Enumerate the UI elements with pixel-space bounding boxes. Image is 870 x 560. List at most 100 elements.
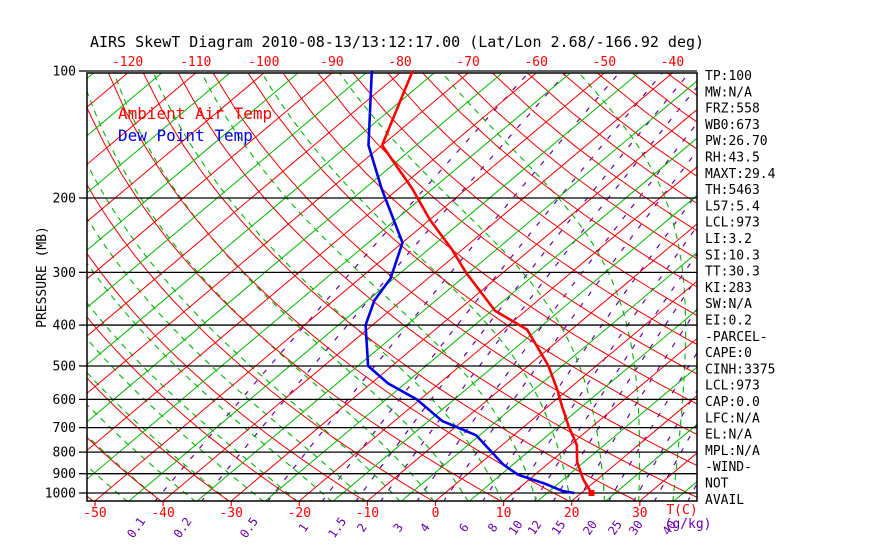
- stats-line: TP:100: [705, 69, 752, 84]
- isotherm-line-5c: [87, 73, 299, 251]
- mixing-ratio-label: 4: [417, 521, 433, 535]
- mixing-ratio-label: 1: [296, 521, 312, 535]
- bottom-temp-label: 20: [564, 506, 580, 521]
- isotherm-line-5c: [87, 73, 367, 309]
- moist-adiabat-line: [87, 262, 333, 501]
- isotherm-line-10c: [87, 73, 401, 337]
- moist-adiabat-line: [441, 73, 641, 501]
- bottom-temp-label: 0: [432, 506, 440, 521]
- mixing-ratio-labels: 0.1 0.2 0.5 1 1.5 2 3 4 6 8 10 12 15 20 25 30 40: [124, 515, 679, 541]
- bottom-temp-label: -30: [219, 506, 242, 521]
- dry-adiabat-line: [456, 73, 697, 260]
- stats-line: PW:26.70: [705, 134, 768, 149]
- stats-line: MAXT:29.4: [705, 167, 776, 182]
- top-temp-label: -90: [320, 55, 343, 70]
- legend-ambient-air-temp: Ambient Air Temp: [118, 104, 272, 123]
- stats-line: CAP:0.0: [705, 395, 760, 410]
- isotherm-line-10c: [94, 73, 605, 501]
- mixing-ratio-line: [154, 73, 530, 501]
- stats-line: TH:5463: [705, 183, 760, 198]
- axis-ticks: [79, 70, 641, 506]
- dry-adiabat-line: [177, 73, 697, 498]
- dry-adiabat-line: [282, 73, 697, 405]
- isotherm-line-5c: [87, 73, 435, 366]
- stats-line: CINH:3375: [705, 362, 775, 377]
- chart-title: AIRS SkewT Diagram 2010-08-13/13:12:17.0…: [90, 33, 704, 51]
- moist-adiabat-line: [87, 337, 264, 501]
- mixing-ratio-label: 8: [485, 521, 501, 535]
- moist-adiabat-line: [87, 217, 367, 501]
- mixing-ratio-label: 20: [580, 518, 600, 538]
- isotherm-line-5c: [87, 73, 503, 423]
- isotherm-line-10c: [230, 108, 697, 501]
- dry-adiabat-line: [87, 377, 230, 501]
- isotherm-line-10c: [0, 73, 60, 501]
- pressure-tick-label: 800: [53, 446, 76, 461]
- stats-line: AVAIL: [705, 493, 744, 508]
- isotherm-line-5c: [401, 251, 697, 501]
- stats-line: LCL:973: [705, 216, 760, 231]
- stats-line: MPL:N/A: [705, 444, 760, 459]
- bottom-temp-labels: -50 -40 -30 -20 -10 0 10 20 30: [83, 506, 647, 521]
- moist-adiabat-line: [87, 371, 230, 501]
- moist-adiabat-line: [113, 73, 469, 501]
- dry-adiabat-line: [352, 73, 697, 346]
- isotherm-line-10c: [503, 337, 697, 501]
- isotherm-line-5c: [264, 137, 697, 501]
- dry-adiabat-line: [87, 183, 434, 501]
- top-temp-label: -50: [593, 55, 616, 70]
- top-temp-label: -120: [112, 55, 143, 70]
- stats-line: TT:30.3: [705, 265, 760, 280]
- moist-adiabat-lines: [0, 71, 687, 502]
- isotherm-line-5c: [333, 194, 697, 501]
- pressure-tick-label: 500: [53, 359, 76, 374]
- stats-line: WB0:673: [705, 118, 760, 133]
- stats-line: LCL:973: [705, 379, 760, 394]
- stats-line: -PARCEL-: [705, 330, 768, 345]
- mixing-ratio-label: 6: [456, 521, 472, 535]
- legend-dew-point-temp: Dew Point Temp: [118, 126, 253, 145]
- mixing-unit-label: (g/kg): [665, 517, 712, 532]
- mixing-ratio-line: [482, 192, 697, 501]
- isotherm-line-5c: [673, 480, 697, 501]
- stats-line: LFC:N/A: [705, 411, 760, 426]
- stats-line: RH:43.5: [705, 151, 760, 166]
- isotherm-line-10c: [571, 395, 697, 501]
- isotherm-line-5c: [0, 73, 25, 501]
- isotherm-line-10c: [87, 73, 537, 452]
- pressure-tick-label: 900: [53, 467, 76, 482]
- sounding-profiles: [364, 70, 595, 496]
- mixing-ratio-label: 3: [391, 521, 407, 535]
- stats-line: FRZ:558: [705, 102, 760, 117]
- mixing-ratio-line: [510, 225, 697, 501]
- moist-adiabat-line: [87, 465, 128, 501]
- temp-unit-label: T(C): [666, 503, 697, 518]
- isotherm-line-5c: [196, 80, 697, 501]
- isotherm-line-10c: [162, 73, 673, 501]
- dry-adiabat-line: [491, 73, 697, 232]
- bottom-temp-label: 10: [496, 506, 512, 521]
- mixing-ratio-label: 25: [605, 518, 625, 538]
- moist-adiabat-line: [578, 73, 687, 501]
- mixing-ratio-label: 0.1: [124, 515, 148, 541]
- plot-border: [86, 72, 698, 502]
- bottom-temp-label: -10: [356, 506, 379, 521]
- stats-line: L57:5.4: [705, 199, 760, 214]
- pressure-tick-label: 300: [53, 266, 76, 281]
- top-temp-label: -110: [180, 55, 211, 70]
- stats-line: LI:3.2: [705, 232, 752, 247]
- moist-adiabat-line: [87, 301, 298, 501]
- isotherm-line-5c: [537, 366, 697, 501]
- mixing-ratio-label: 15: [549, 518, 569, 538]
- stats-line: EL:N/A: [705, 428, 752, 443]
- moist-adiabat-line: [0, 71, 60, 502]
- pressure-tick-label: 700: [53, 421, 76, 436]
- stats-line: KI:283: [705, 281, 752, 296]
- isotherm-line-10c: [435, 280, 697, 501]
- dry-adiabat-line: [422, 73, 697, 288]
- bottom-temp-label: -50: [83, 506, 106, 521]
- bottom-temp-label: -20: [288, 506, 311, 521]
- pressure-tick-label: 200: [53, 192, 76, 207]
